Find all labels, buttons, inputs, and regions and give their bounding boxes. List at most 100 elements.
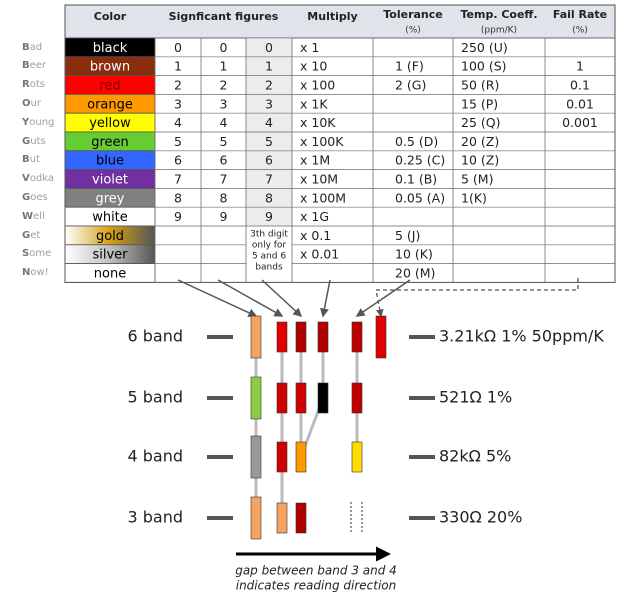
cell <box>372 94 454 114</box>
cell-text: x 10M <box>300 172 338 187</box>
cell-text: 0.05 (A) <box>395 190 445 205</box>
mnemonic: Well <box>22 210 45 222</box>
resistor-value: 521Ω 1% <box>439 388 512 407</box>
note: 5 and 6 <box>252 252 286 262</box>
color-name: black <box>93 41 128 56</box>
cell-text: 1 <box>576 59 584 74</box>
band <box>295 441 307 473</box>
pointer-arrow <box>217 279 284 317</box>
band <box>276 382 288 414</box>
cell <box>544 263 616 283</box>
band <box>375 315 387 359</box>
pointer-arrow-dashed <box>375 278 579 318</box>
mnemonic: Get <box>22 229 41 241</box>
band <box>351 321 363 353</box>
cell-text: 5 <box>174 134 182 149</box>
color-name: silver <box>92 248 128 263</box>
cell <box>154 263 202 283</box>
cell-text: 250 (U) <box>461 40 508 55</box>
cell-text: 9 <box>265 209 273 224</box>
cell-text: 0.1 (B) <box>395 172 437 187</box>
pointer-arrow <box>177 279 258 317</box>
color-name: orange <box>87 97 133 112</box>
cell-text: 8 <box>220 190 228 205</box>
color-name: brown <box>90 60 130 75</box>
cell <box>544 244 616 264</box>
cell-text: 0.01 <box>566 96 594 111</box>
resistor-value: 3.21kΩ 1% 50ppm/K <box>439 327 604 346</box>
cell <box>544 188 616 208</box>
note: bands <box>255 263 283 273</box>
cell <box>544 225 616 246</box>
color-name: red <box>99 79 120 94</box>
caption: gap between band 3 and 4 <box>235 564 397 578</box>
band <box>351 382 363 414</box>
header: Color <box>94 10 127 23</box>
cell <box>452 263 546 283</box>
cell <box>452 225 546 246</box>
cell-text: 8 <box>174 190 182 205</box>
cell-text: 6 <box>265 153 273 168</box>
cell-text: 6 <box>220 153 228 168</box>
cell-text: 10 (K) <box>395 247 433 262</box>
color-name: blue <box>96 154 124 169</box>
cell <box>544 150 616 170</box>
cell-text: 5 <box>265 134 273 149</box>
color-name: violet <box>92 173 128 188</box>
cell-text: 2 (G) <box>395 78 426 93</box>
caption: indicates reading direction <box>236 579 397 593</box>
header: Tolerance <box>383 8 443 21</box>
band <box>250 376 262 420</box>
cell-text: 20 (M) <box>395 266 435 281</box>
note: 3th digit <box>250 230 288 240</box>
color-name: grey <box>95 191 124 206</box>
resistor-value: 82kΩ 5% <box>439 447 511 466</box>
band <box>317 382 329 414</box>
cell-text: x 100 <box>300 78 335 93</box>
cell-text: 20 (Z) <box>461 134 499 149</box>
header: Temp. Coeff. <box>460 8 537 21</box>
cell-text: 15 (P) <box>461 96 498 111</box>
pointer-arrow <box>355 279 411 317</box>
cell-text: 0 <box>220 40 228 55</box>
cell-text: 5 (M) <box>461 172 493 187</box>
cell <box>291 263 374 283</box>
cell <box>200 244 247 264</box>
cell-text: 9 <box>220 209 228 224</box>
cell-text: 2 <box>265 78 273 93</box>
cell-text: 0.001 <box>562 115 598 130</box>
cell <box>154 244 202 264</box>
mnemonic: Goes <box>22 191 48 203</box>
table-border <box>64 4 616 283</box>
header: Fail Rate <box>553 8 607 21</box>
band <box>276 502 288 534</box>
cell-text: 50 (R) <box>461 78 499 93</box>
mnemonic: Beer <box>22 60 47 72</box>
cell-text: 0.5 (D) <box>395 134 438 149</box>
cell-text: 4 <box>265 115 273 130</box>
cell-text: 1 <box>265 59 273 74</box>
cell-text: 5 (J) <box>395 228 420 243</box>
cell-text: 2 <box>174 78 182 93</box>
cell-text: 4 <box>174 115 182 130</box>
mnemonic: Our <box>22 97 41 109</box>
cell-text: 1(K) <box>461 190 487 205</box>
header: Multiply <box>307 10 357 23</box>
cell-text: x 100K <box>300 134 344 149</box>
cell-text: x 1 <box>300 40 319 55</box>
note: only for <box>252 241 287 251</box>
mnemonic: Some <box>22 248 52 260</box>
subheader: (%) <box>572 26 588 36</box>
mnemonic: Guts <box>22 135 46 147</box>
band-count: 4 band <box>127 447 183 466</box>
cell-text: 0 <box>265 40 273 55</box>
cell-text: 3 <box>220 96 228 111</box>
color-name: white <box>92 210 128 225</box>
header: Signficant figures <box>169 10 279 23</box>
mnemonic: Rots <box>22 79 45 91</box>
mnemonic: Now! <box>22 267 49 279</box>
header-bg <box>64 4 616 39</box>
subheader: (%) <box>405 26 421 36</box>
color-name: green <box>91 135 129 150</box>
